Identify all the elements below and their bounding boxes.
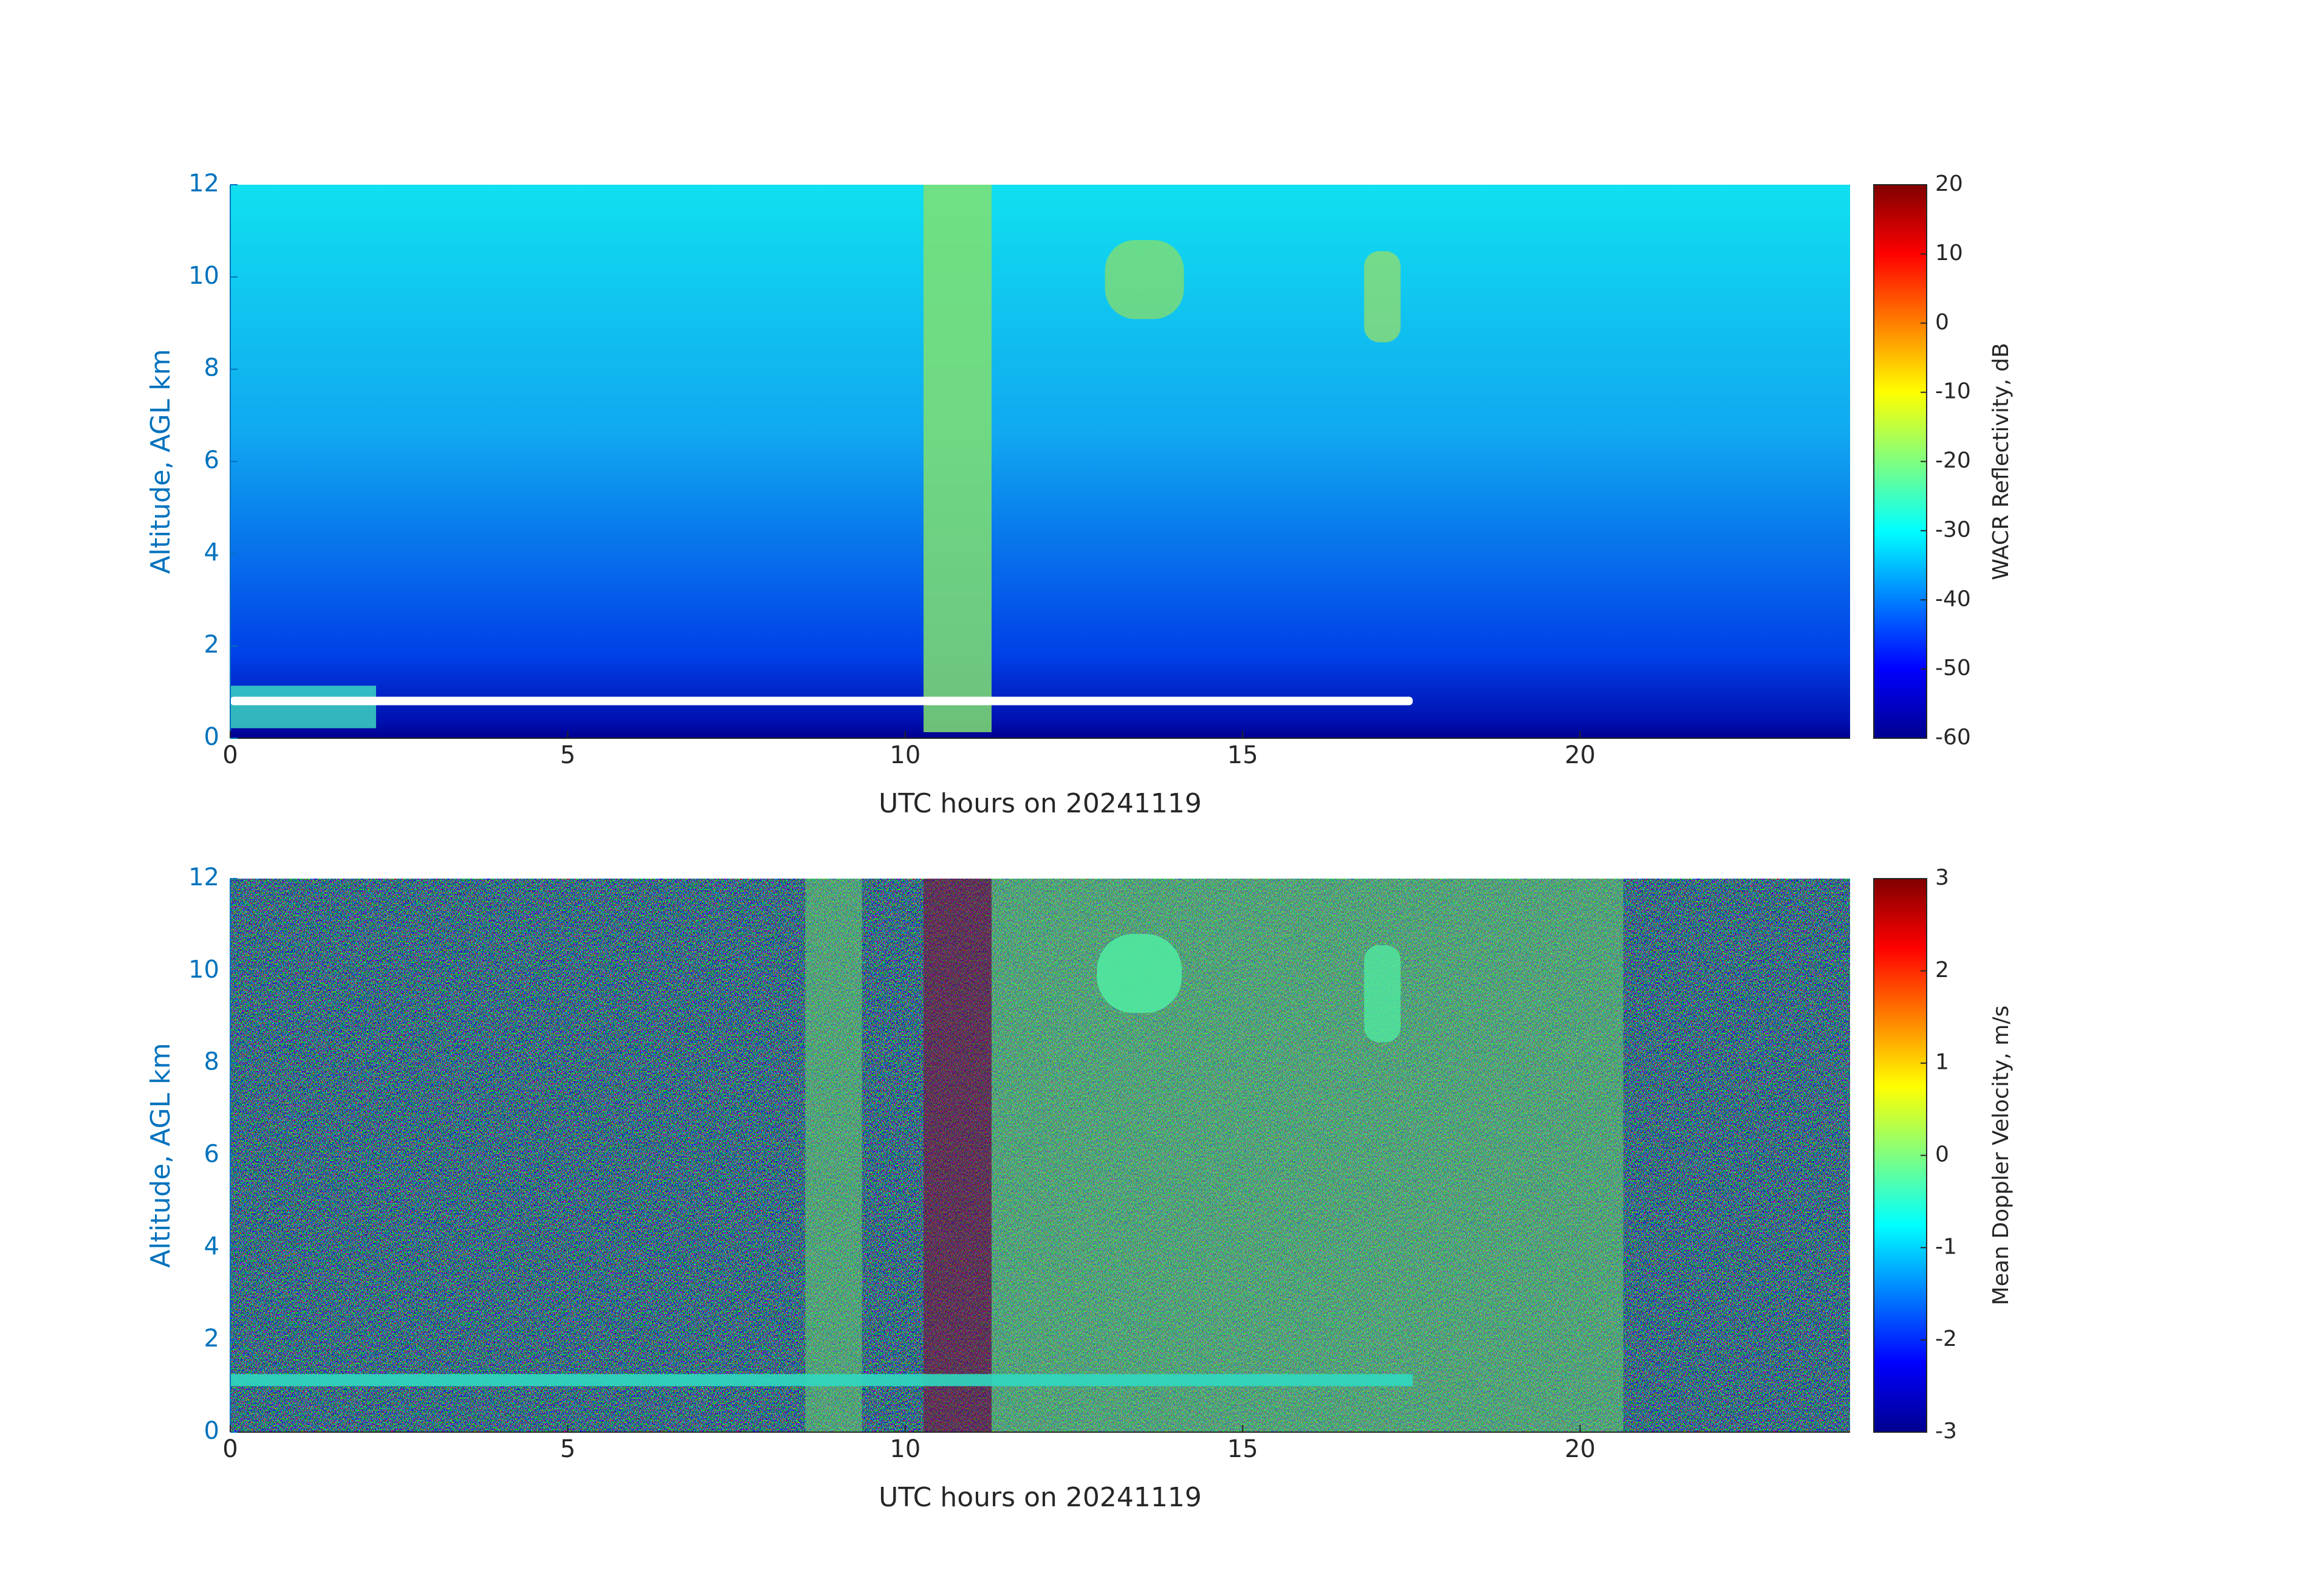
y-tick-label: 10	[188, 262, 219, 290]
colorbar-tick-label: 1	[1935, 1050, 1949, 1075]
heatmap-feature	[1364, 945, 1401, 1043]
y-tick-label: 12	[188, 170, 219, 197]
y-tick-label: 2	[204, 1325, 219, 1353]
heatmap-feature	[1105, 240, 1184, 320]
heatmap-feature	[1097, 934, 1182, 1014]
colorbar	[1873, 878, 1927, 1433]
heatmap-feature	[924, 879, 992, 1432]
heatmap-feature	[230, 1374, 1413, 1387]
x-axis-label: UTC hours on 20241119	[879, 1482, 1202, 1513]
colorbar-tick-label: -20	[1935, 448, 1971, 473]
x-tick-label: 0	[222, 1435, 238, 1463]
y-tick-label: 2	[204, 631, 219, 659]
y-tick-label: 4	[204, 538, 219, 566]
heatmap-field	[230, 879, 1850, 1432]
x-tick-label: 15	[1227, 741, 1258, 769]
x-tick-label: 20	[1565, 741, 1596, 769]
heatmap-feature	[805, 879, 862, 1432]
y-axis-label: Altitude, AGL km	[145, 1043, 176, 1267]
colorbar-tick-label: -1	[1935, 1234, 1957, 1259]
y-axis-label: Altitude, AGL km	[145, 349, 176, 574]
y-tick-label: 12	[188, 863, 219, 891]
colorbar-tick-label: -2	[1935, 1326, 1957, 1351]
colorbar	[1873, 184, 1927, 739]
heatmap-feature	[230, 685, 376, 729]
x-tick-label: 0	[222, 741, 238, 769]
x-tick-label: 10	[889, 1435, 920, 1463]
y-tick-label: 6	[204, 447, 219, 475]
colorbar-tick-label: 10	[1935, 241, 1963, 266]
y-tick-label: 10	[188, 956, 219, 984]
colorbar-tick-label: -40	[1935, 586, 1971, 611]
colorbar-tick-label: -3	[1935, 1419, 1957, 1444]
y-tick-label: 0	[204, 723, 219, 751]
heatmap-field	[230, 185, 1850, 738]
y-tick-label: 4	[204, 1232, 219, 1260]
x-axis-label: UTC hours on 20241119	[879, 788, 1202, 819]
colorbar-tick-label: 0	[1935, 1142, 1949, 1167]
colorbar-tick-label: -60	[1935, 725, 1971, 750]
x-tick-label: 20	[1565, 1435, 1596, 1463]
x-tick-label: 5	[560, 1435, 575, 1463]
colorbar-label: Mean Doppler Velocity, m/s	[1989, 1006, 2014, 1305]
y-tick-label: 8	[204, 354, 219, 382]
x-tick-label: 5	[560, 741, 575, 769]
heatmap-feature	[992, 879, 1623, 1432]
colorbar-tick-label: 3	[1935, 865, 1949, 890]
heatmap-feature	[230, 696, 1413, 705]
colorbar-tick-label: -50	[1935, 656, 1971, 681]
colorbar-tick-label: 20	[1935, 171, 1963, 196]
colorbar-tick-label: 0	[1935, 310, 1949, 335]
x-tick-label: 15	[1227, 1435, 1258, 1463]
colorbar-tick-label: -30	[1935, 517, 1971, 542]
y-tick-label: 8	[204, 1048, 219, 1076]
y-tick-label: 6	[204, 1141, 219, 1168]
heatmap-feature	[1364, 251, 1401, 343]
colorbar-tick-label: 2	[1935, 958, 1949, 983]
colorbar-label: WACR Reflectivity, dB	[1989, 343, 2014, 580]
x-tick-label: 10	[889, 741, 920, 769]
heatmap-feature	[924, 185, 992, 732]
colorbar-tick-label: -10	[1935, 379, 1971, 404]
y-tick-label: 0	[204, 1417, 219, 1445]
